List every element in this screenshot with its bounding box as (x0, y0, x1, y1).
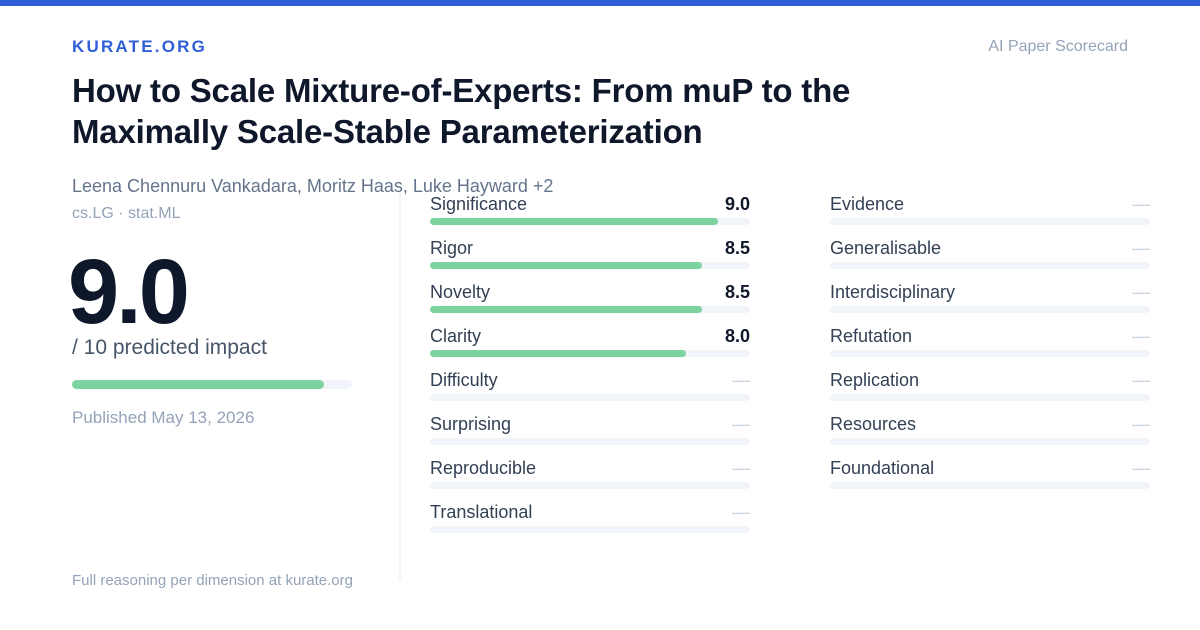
dimension-row: Evidence — (830, 194, 1150, 238)
dimension-label: Refutation (830, 326, 913, 346)
impact-score: 9.0 (68, 241, 190, 343)
dimension-label: Reproducible (430, 458, 537, 478)
dimension-value: 8.5 (724, 238, 750, 258)
dimension-bar-track (830, 218, 1150, 225)
dimension-bar-track (830, 350, 1150, 357)
dimension-row: Novelty 8.5 (430, 282, 750, 326)
dimension-value: 8.0 (724, 326, 750, 346)
dimension-bar-track (430, 438, 750, 445)
dimension-label: Difficulty (430, 370, 498, 390)
dimension-row: Refutation — (830, 326, 1150, 370)
dimension-value: — (732, 502, 750, 522)
dimension-column-left: Significance 9.0 Rigor 8.5 Novelty 8.5 C… (430, 194, 750, 546)
dimension-bar-track (430, 350, 750, 357)
dimension-label: Foundational (830, 458, 935, 478)
dimension-bar-fill (430, 218, 718, 225)
dimension-bar-track (430, 262, 750, 269)
dimension-bar-track (430, 306, 750, 313)
dimension-bar-track (830, 394, 1150, 401)
dimension-value: 8.5 (724, 282, 750, 302)
dimension-row: Resources — (830, 414, 1150, 458)
dimension-label: Replication (830, 370, 920, 390)
dimension-label: Resources (830, 414, 917, 434)
dimension-label: Clarity (430, 326, 482, 346)
dimension-bar-track (430, 482, 750, 489)
dimension-label: Generalisable (830, 238, 942, 258)
dimension-value: — (1132, 414, 1150, 434)
paper-categories: cs.LG · stat.ML (72, 205, 181, 222)
dimension-bar-track (830, 482, 1150, 489)
top-accent-bar (0, 0, 1200, 6)
dimension-label: Rigor (430, 238, 474, 258)
dimension-value: — (1132, 282, 1150, 302)
dimension-bar-track (430, 218, 750, 225)
dimension-row: Foundational — (830, 458, 1150, 502)
dimension-row: Clarity 8.0 (430, 326, 750, 370)
dimension-value: 9.0 (724, 194, 750, 214)
dimension-row: Surprising — (430, 414, 750, 458)
dimension-bar-fill (430, 262, 702, 269)
dimension-label: Evidence (830, 194, 905, 214)
dimension-bar-fill (430, 306, 702, 313)
dimension-value: — (732, 458, 750, 478)
impact-progress-bar (72, 380, 352, 389)
dimension-bar-track (430, 526, 750, 533)
dimension-bar-fill (430, 350, 686, 357)
dimension-row: Difficulty — (430, 370, 750, 414)
dimension-row: Translational — (430, 502, 750, 546)
dimension-row: Reproducible — (430, 458, 750, 502)
dimension-value: — (1132, 458, 1150, 478)
dimension-row: Replication — (830, 370, 1150, 414)
dimension-label: Surprising (430, 414, 512, 434)
dimension-value: — (732, 370, 750, 390)
dimension-value: — (1132, 238, 1150, 258)
dimension-row: Interdisciplinary — (830, 282, 1150, 326)
dimension-value: — (1132, 194, 1150, 214)
dimension-value: — (1132, 370, 1150, 390)
dimension-value: — (1132, 326, 1150, 346)
dimension-label: Translational (430, 502, 533, 522)
footer-note: Full reasoning per dimension at kurate.o… (72, 572, 353, 589)
dimension-bar-track (830, 262, 1150, 269)
column-divider (399, 192, 401, 580)
impact-score-subtitle: / 10 predicted impact (72, 336, 267, 359)
dimension-row: Generalisable — (830, 238, 1150, 282)
dimension-bar-track (830, 438, 1150, 445)
dimension-label: Significance (430, 194, 528, 214)
impact-progress-fill (72, 380, 324, 389)
paper-authors: Leena Chennuru Vankadara, Moritz Haas, L… (72, 176, 554, 196)
paper-title: How to Scale Mixture-of-Experts: From mu… (72, 72, 851, 150)
dimension-row: Significance 9.0 (430, 194, 750, 238)
dimension-value: — (732, 414, 750, 434)
dimension-bar-track (430, 394, 750, 401)
scorecard-label: AI Paper Scorecard (988, 38, 1128, 55)
published-date: Published May 13, 2026 (72, 408, 255, 427)
brand-logo-text[interactable]: KURATE.ORG (72, 37, 208, 56)
dimension-column-right: Evidence — Generalisable — Interdiscipli… (830, 194, 1150, 502)
dimension-bar-track (830, 306, 1150, 313)
dimension-row: Rigor 8.5 (430, 238, 750, 282)
dimension-label: Novelty (430, 282, 491, 302)
dimension-label: Interdisciplinary (830, 282, 956, 302)
